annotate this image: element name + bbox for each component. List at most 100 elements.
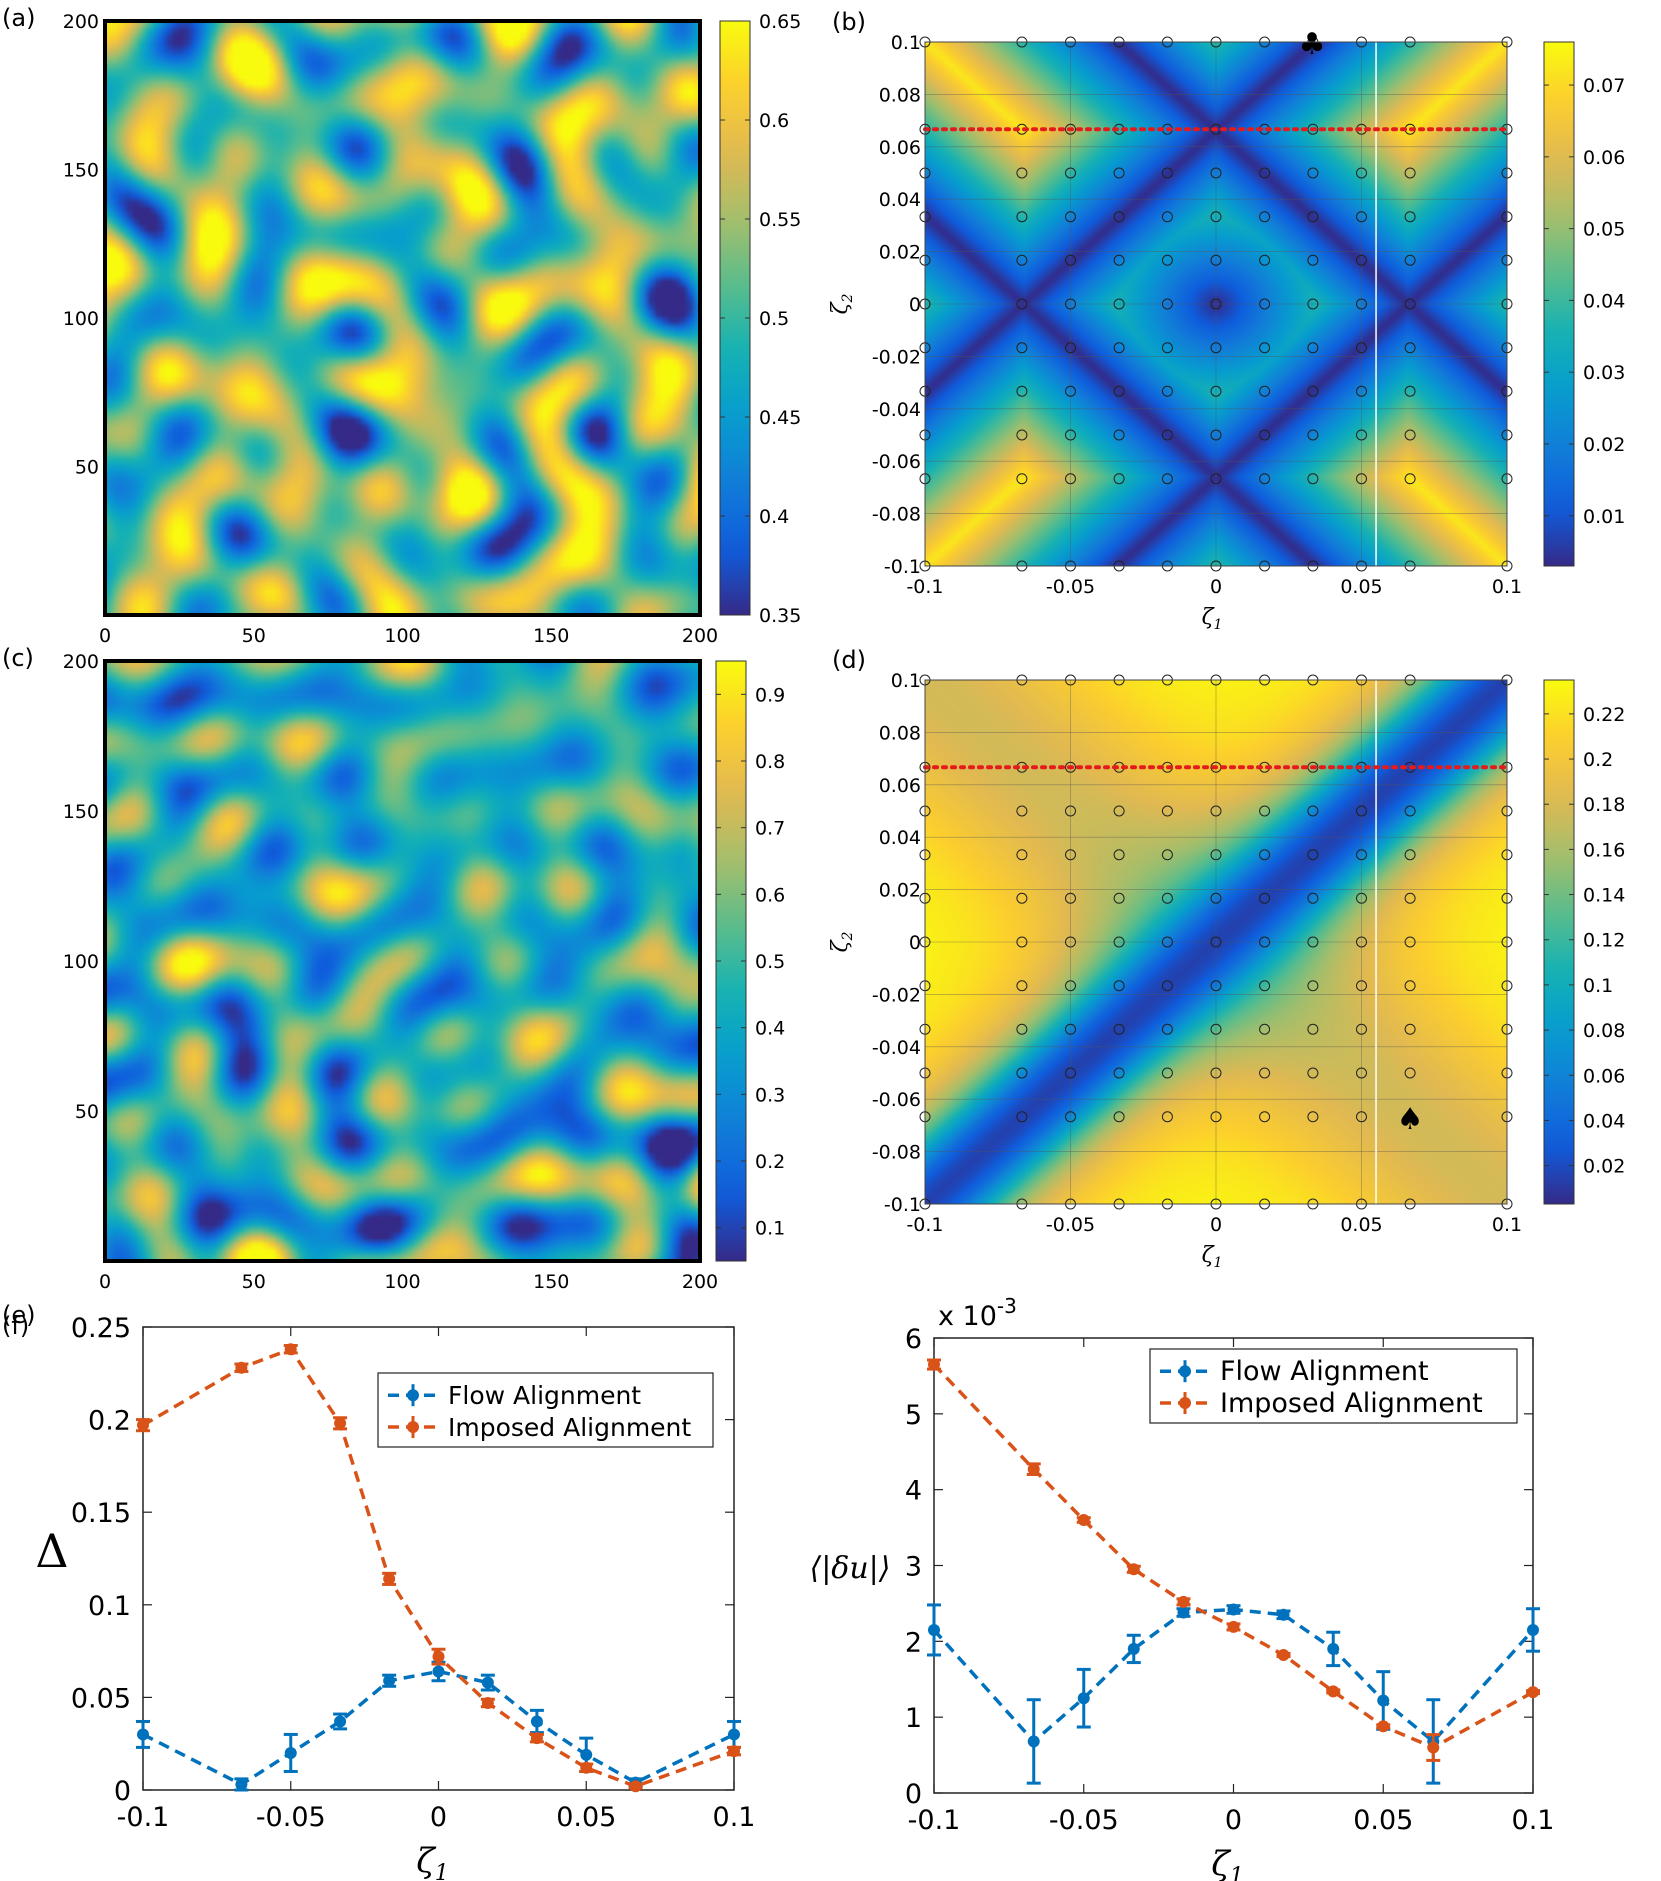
sample-circle bbox=[1016, 980, 1028, 992]
x-axis-label: ζ1 bbox=[1211, 1844, 1243, 1881]
data-point bbox=[629, 1780, 642, 1793]
panel-label: (b) bbox=[832, 8, 866, 36]
sample-circle bbox=[1259, 892, 1271, 904]
y-tick-label: 0 bbox=[905, 1779, 922, 1810]
sample-circle bbox=[1113, 385, 1125, 397]
sample-circle bbox=[1356, 1023, 1367, 1035]
colorbar-gradient bbox=[1543, 41, 1575, 567]
x-tick-label: -0.1 bbox=[117, 1802, 170, 1833]
sample-circle bbox=[1161, 429, 1173, 441]
sample-circle bbox=[1356, 892, 1367, 904]
panel-d-colorbar: 0.02 0.04 0.06 0.08 0.1 0.12 0.14 0.16 0.18 0.2 0.… bbox=[1543, 679, 1625, 1205]
y-tick-label: -0.1 bbox=[884, 556, 921, 578]
x-tick-label: 0.05 bbox=[556, 1802, 616, 1833]
data-point bbox=[432, 1650, 445, 1663]
sample-circle bbox=[1356, 211, 1367, 223]
data-point bbox=[580, 1748, 593, 1761]
sample-circle bbox=[1113, 298, 1125, 310]
y-tick-label: -0.1 bbox=[884, 1194, 921, 1216]
y-axis-label: ζ2 bbox=[828, 293, 856, 314]
data-point bbox=[334, 1417, 347, 1430]
colorbar-tick-label: 0.4 bbox=[755, 1018, 785, 1040]
marker-symbol: ♣ bbox=[1299, 27, 1326, 62]
colorbar-tick-label: 0.6 bbox=[755, 884, 785, 906]
y-tick-label: 150 bbox=[63, 801, 99, 823]
sample-circle bbox=[1259, 385, 1271, 397]
sample-circle bbox=[1259, 805, 1271, 817]
sample-circle bbox=[1259, 211, 1271, 223]
x-tick-label: -0.05 bbox=[1046, 576, 1095, 598]
sample-circle bbox=[1113, 980, 1125, 992]
colorbar-tick-label: 0.03 bbox=[1583, 362, 1625, 384]
sample-circle bbox=[1307, 1067, 1319, 1079]
sample-circle bbox=[1259, 849, 1271, 861]
sample-circle bbox=[1307, 805, 1319, 817]
sample-circle bbox=[1161, 1023, 1173, 1035]
sample-circle bbox=[1065, 849, 1076, 861]
sample-circle bbox=[1113, 254, 1125, 266]
sample-circle bbox=[1161, 167, 1173, 179]
x-tick-label: -0.05 bbox=[1046, 1214, 1095, 1236]
colorbar-tick-label: 0.06 bbox=[1583, 147, 1625, 169]
panel-a-colorbar: 0.35 0.4 0.45 0.5 0.55 0.6 0.65 bbox=[719, 11, 801, 627]
data-point bbox=[284, 1343, 297, 1356]
data-point bbox=[481, 1696, 494, 1709]
y-tick-label: -0.06 bbox=[872, 1089, 921, 1111]
x-tick-label: -0.1 bbox=[906, 1214, 943, 1236]
sample-circle bbox=[1404, 298, 1416, 310]
sample-circle bbox=[1065, 473, 1076, 485]
plot-frame bbox=[103, 19, 702, 617]
sample-circle bbox=[1307, 473, 1319, 485]
y-tick-label: 0.06 bbox=[879, 775, 921, 797]
sample-circle bbox=[1404, 1111, 1416, 1123]
sample-circle bbox=[1404, 936, 1416, 948]
sample-circle bbox=[1356, 936, 1367, 948]
sample-circle bbox=[1113, 429, 1125, 441]
panel-label: (a) bbox=[2, 4, 35, 32]
sample-circle bbox=[1356, 298, 1367, 310]
sample-circle bbox=[1404, 473, 1416, 485]
sample-circle bbox=[1065, 254, 1076, 266]
sample-circle bbox=[1016, 1023, 1028, 1035]
colorbar-tick-label: 0.04 bbox=[1583, 1110, 1625, 1132]
sample-circle bbox=[1113, 849, 1125, 861]
sample-circle bbox=[1016, 211, 1028, 223]
sample-circle bbox=[1259, 980, 1271, 992]
sample-circle bbox=[1259, 1023, 1271, 1035]
colorbar-tick-label: 0.06 bbox=[1583, 1065, 1625, 1087]
sample-circle bbox=[1161, 805, 1173, 817]
colorbar-tick-label: 0.7 bbox=[755, 818, 785, 840]
legend-label: Flow Alignment bbox=[1220, 1356, 1429, 1387]
data-point bbox=[928, 1358, 940, 1371]
sample-circle bbox=[1065, 892, 1076, 904]
data-point bbox=[1527, 1623, 1539, 1636]
sample-circle bbox=[1065, 1111, 1076, 1123]
sample-circle bbox=[1307, 254, 1319, 266]
sample-circle bbox=[1016, 1067, 1028, 1079]
plot-frame bbox=[103, 659, 702, 1263]
y-tick-label: 0.08 bbox=[879, 722, 921, 744]
sample-circle bbox=[1259, 1067, 1271, 1079]
colorbar-tick-label: 0.22 bbox=[1583, 704, 1625, 726]
colorbar-tick-label: 0.2 bbox=[755, 1151, 785, 1173]
x-tick-label: 0.05 bbox=[1340, 576, 1382, 598]
panel-e: -0.1 -0.05 0 0.05 0.1 0 0.05 0.1 0.15 0.2 0.25 Flow… bbox=[2, 1301, 755, 1881]
sample-circle bbox=[1307, 849, 1319, 861]
data-point bbox=[137, 1728, 149, 1741]
x-tick-label: 0 bbox=[99, 1271, 111, 1293]
y-tick-label: 0 bbox=[114, 1776, 131, 1807]
data-point bbox=[1327, 1685, 1340, 1698]
sample-circle bbox=[1113, 473, 1125, 485]
sample-circle bbox=[1210, 342, 1222, 354]
colorbar-tick-label: 0.5 bbox=[759, 308, 789, 330]
colorbar-gradient bbox=[1543, 679, 1575, 1205]
colorbar-tick-label: 0.01 bbox=[1583, 506, 1625, 528]
colorbar-tick-label: 0.6 bbox=[759, 110, 789, 132]
colorbar-tick-label: 0.45 bbox=[759, 407, 801, 429]
data-point bbox=[1027, 1735, 1040, 1748]
sample-circle bbox=[1161, 892, 1173, 904]
sample-circle bbox=[1161, 473, 1173, 485]
sample-circle bbox=[1065, 123, 1076, 135]
x-tick-label: -0.05 bbox=[256, 1802, 326, 1833]
